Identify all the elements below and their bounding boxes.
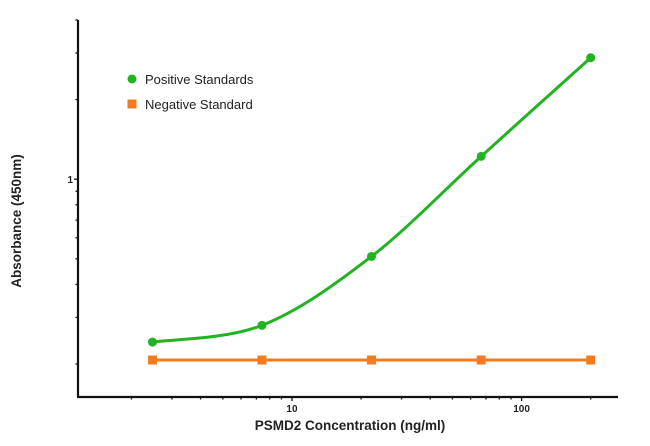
x-tick-label: 100 — [513, 404, 530, 415]
data-point-negative — [366, 355, 376, 365]
data-point-positive — [257, 320, 267, 330]
series-layer — [148, 53, 596, 365]
x-axis-label: PSMD2 Concentration (ng/ml) — [255, 418, 446, 433]
legend-label-positive: Positive Standards — [145, 72, 254, 87]
legend-marker-negative — [127, 99, 137, 109]
data-point-positive — [148, 337, 158, 347]
data-point-positive — [586, 53, 596, 63]
data-point-positive — [476, 151, 486, 161]
data-point-negative — [257, 355, 267, 365]
data-point-negative — [476, 355, 486, 365]
legend-label-negative: Negative Standard — [145, 97, 253, 112]
x-tick-label: 10 — [286, 404, 298, 415]
data-point-negative — [586, 355, 596, 365]
data-point-positive — [366, 251, 376, 261]
series-line-positive — [152, 56, 592, 344]
data-point-negative — [148, 355, 158, 365]
x-tick-labels: 10 100 — [286, 404, 530, 415]
y-tick-label: 1 — [67, 175, 73, 186]
legend-marker-positive — [127, 74, 137, 84]
y-axis-label: Absorbance (450nm) — [9, 154, 24, 288]
legend: Positive Standards Negative Standard — [127, 72, 254, 112]
y-tick-labels: 1 — [67, 175, 73, 186]
